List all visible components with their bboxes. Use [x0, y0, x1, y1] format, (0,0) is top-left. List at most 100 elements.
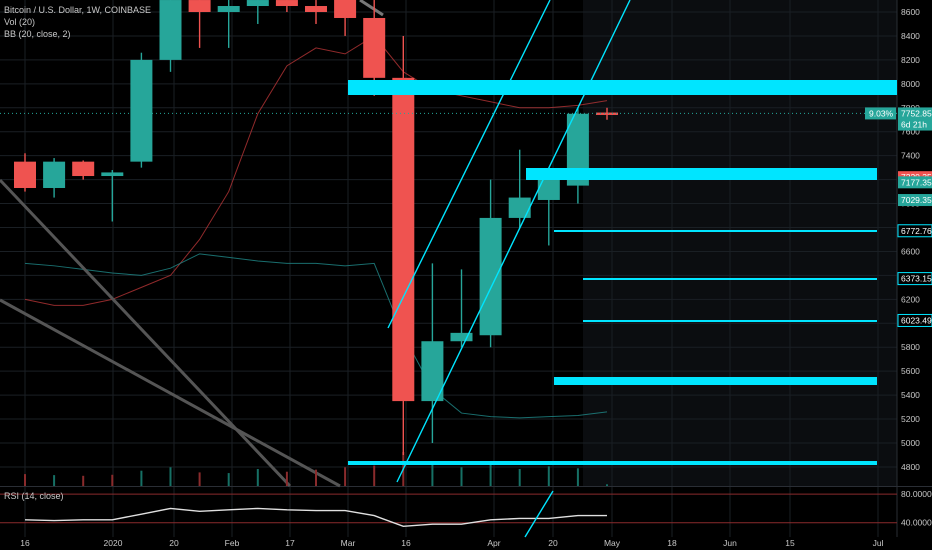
candle-body — [450, 332, 473, 342]
price-level-badge — [897, 313, 932, 327]
candle-body — [334, 0, 357, 18]
x-tick-label: Feb — [225, 538, 240, 548]
y-tick-label: 5800 — [901, 342, 920, 352]
volume-indicator-label[interactable]: Vol (20) — [4, 17, 36, 27]
x-tick-label: 16 — [401, 538, 411, 548]
volume-bar — [24, 474, 26, 486]
price-level-label: 6023.49 — [901, 315, 932, 325]
volume-bar — [576, 468, 579, 486]
candle-body — [305, 6, 327, 12]
price-badge-label: 7029.35 — [901, 195, 932, 205]
y-tick-label: 6200 — [901, 294, 920, 304]
volume-bar — [518, 469, 521, 486]
y-tick-label: 5600 — [901, 366, 920, 376]
percent-change-badge — [865, 107, 896, 120]
y-tick-label: 6600 — [901, 246, 920, 256]
rsi-trendline — [524, 490, 554, 538]
x-tick-label: 18 — [667, 538, 677, 548]
volume-bar — [460, 467, 463, 486]
volume-bar — [227, 473, 230, 486]
y-tick-label: 8200 — [901, 55, 920, 65]
price-level-badge — [897, 272, 932, 286]
support-resistance-zone — [348, 461, 877, 465]
candle-body — [217, 6, 240, 12]
volume-bar — [111, 474, 114, 486]
candle-body — [159, 0, 182, 60]
candle-body — [421, 341, 444, 402]
symbol-title[interactable]: Bitcoin / U.S. Dollar, 1W, COINBASE — [4, 5, 152, 15]
x-tick-label: 20 — [548, 538, 558, 548]
chart-legend: Bitcoin / U.S. Dollar, 1W, COINBASE Vol … — [4, 4, 151, 40]
volume-bar — [344, 467, 347, 486]
x-tick-label: 15 — [785, 538, 795, 548]
support-resistance-zone — [348, 80, 897, 95]
volume-bar — [256, 469, 259, 486]
x-tick-label: Jul — [873, 538, 884, 548]
volume-bar — [606, 484, 608, 486]
volume-bar — [53, 475, 56, 486]
volume-bar — [82, 475, 85, 486]
volume-bar — [373, 465, 376, 486]
support-resistance-zone — [583, 320, 877, 322]
x-tick-label: Apr — [487, 538, 500, 548]
bollinger-lower-band — [24, 253, 608, 419]
x-tick-label: May — [604, 538, 621, 548]
x-tick-label: 16 — [20, 538, 30, 548]
y-tick-label: 8400 — [901, 31, 920, 41]
rsi-indicator-label[interactable]: RSI (14, close) — [4, 491, 64, 501]
y-tick-label: 7400 — [901, 151, 920, 161]
candle-body — [43, 161, 66, 188]
price-level-badge — [897, 224, 932, 238]
volume-bar — [140, 470, 143, 486]
support-resistance-zone — [583, 278, 877, 280]
candle-body — [479, 217, 502, 336]
y-tick-label: 4800 — [901, 462, 920, 472]
candle-body — [508, 197, 531, 218]
price-badge — [898, 118, 932, 131]
support-resistance-zone — [526, 168, 877, 180]
y-tick-label: 5000 — [901, 438, 920, 448]
x-tick-label: Mar — [341, 538, 356, 548]
candle-body — [246, 0, 269, 7]
rsi-tick-label: 40.0000 — [901, 518, 932, 528]
x-tick-label: 20 — [169, 538, 179, 548]
trend-channel-upper — [387, 0, 551, 329]
volume-bar — [315, 469, 317, 486]
bollinger-bands-label[interactable]: BB (20, close, 2) — [4, 29, 71, 39]
y-tick-label: 7600 — [901, 127, 920, 137]
volume-bar — [489, 463, 492, 486]
volume-bar — [285, 471, 288, 486]
y-tick-label: 8600 — [901, 7, 920, 17]
price-badge-label: 7177.35 — [901, 177, 932, 187]
bollinger-upper-band — [24, 35, 608, 306]
candle-body — [14, 161, 36, 188]
y-tick-label: 5200 — [901, 414, 920, 424]
candle-body — [275, 0, 298, 7]
price-level-label: 6373.15 — [901, 274, 932, 284]
rsi-line — [24, 507, 607, 527]
price-badge-label: 7752.85 — [901, 108, 932, 118]
candle-body — [72, 161, 95, 177]
candle-body — [392, 77, 415, 402]
x-tick-label: 17 — [285, 538, 295, 548]
trendline-gray — [359, 0, 384, 17]
rsi-tick-label: 80.0000 — [901, 489, 932, 499]
price-level-label: 6772.76 — [901, 226, 932, 236]
price-badge-label: 6d 21h — [901, 120, 927, 130]
support-resistance-zone — [554, 230, 877, 232]
x-tick-label: Jun — [723, 538, 737, 548]
support-resistance-zone — [554, 377, 877, 385]
candle-body — [566, 113, 589, 186]
price-badge — [898, 107, 932, 120]
rsi-legend: RSI (14, close) — [4, 490, 64, 502]
volume-bar — [547, 466, 550, 486]
trendline-gray — [0, 178, 292, 488]
candle-body — [188, 0, 211, 13]
x-tick-label: 2020 — [104, 538, 123, 548]
trendline-gray — [0, 298, 341, 488]
y-tick-label: 5400 — [901, 390, 920, 400]
trend-channel-lower — [396, 0, 631, 483]
price-badge — [898, 194, 932, 207]
y-tick-label: 8000 — [901, 79, 920, 89]
